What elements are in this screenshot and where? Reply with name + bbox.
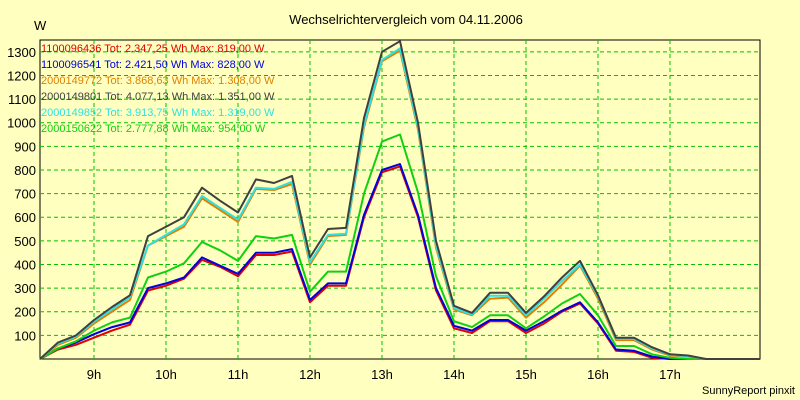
x-tick-label: 16h <box>587 367 609 382</box>
legend-entry: 1100096436 Tot: 2.347,25 Wh Max: 819,00 … <box>41 43 265 55</box>
x-tick-label: 12h <box>299 367 321 382</box>
y-tick-label: 100 <box>14 328 36 343</box>
y-tick-label: 700 <box>14 187 36 202</box>
y-tick-label: 600 <box>14 210 36 225</box>
series-line-2000150622 <box>39 133 760 360</box>
x-tick-label: 15h <box>515 367 537 382</box>
y-axis-label: W <box>34 18 47 33</box>
legend-entry: 2000149801 Tot: 4.077,13 Wh Max: 1.351,0… <box>41 91 275 103</box>
y-tick-label: 800 <box>14 163 36 178</box>
legend-entry: 2000149772 Tot: 3.868,63 Wh Max: 1.308,0… <box>41 75 275 87</box>
x-tick-label: 9h <box>87 367 101 382</box>
chart-title: Wechselrichtervergleich vom 04.11.2006 <box>289 12 523 27</box>
x-axis-ticks: 9h 10h 11h 12h 13h 14h 15h 16h 17h <box>87 367 681 382</box>
y-tick-label: 900 <box>14 139 36 154</box>
y-tick-label: 200 <box>14 305 36 320</box>
y-tick-label: 500 <box>14 234 36 249</box>
x-tick-label: 14h <box>443 367 465 382</box>
y-tick-label: 1000 <box>7 116 36 131</box>
legend-entry: 2000150622 Tot: 2.777,88 Wh Max: 954,00 … <box>41 123 266 135</box>
x-tick-label: 13h <box>371 367 393 382</box>
footer-credit: SunnyReport pinxit <box>702 385 795 397</box>
x-tick-label: 10h <box>155 367 177 382</box>
y-tick-label: 300 <box>14 281 36 296</box>
legend-entry: 2000149852 Tot: 3.913,75 Wh Max: 1.319,0… <box>41 107 275 119</box>
series-line-2000149801 <box>39 40 760 360</box>
y-axis-ticks: 100 200 300 400 500 600 700 800 900 1000 1100 1200 1… <box>7 45 36 344</box>
series-lines <box>39 40 760 360</box>
x-tick-label: 11h <box>228 367 249 382</box>
legend-entry: 1100096541 Tot: 2.421,50 Wh Max: 828,00 … <box>41 59 265 71</box>
y-tick-label: 1200 <box>7 68 36 83</box>
y-tick-label: 1300 <box>7 45 36 60</box>
series-line-1100096541 <box>39 163 760 360</box>
x-tick-label: 17h <box>659 367 681 382</box>
y-tick-label: 400 <box>14 257 36 272</box>
plot-area <box>39 39 761 360</box>
legend: 1100096436 Tot: 2.347,25 Wh Max: 819,00 … <box>41 43 275 135</box>
y-tick-label: 1100 <box>8 92 36 107</box>
series-line-2000149852 <box>39 47 760 360</box>
